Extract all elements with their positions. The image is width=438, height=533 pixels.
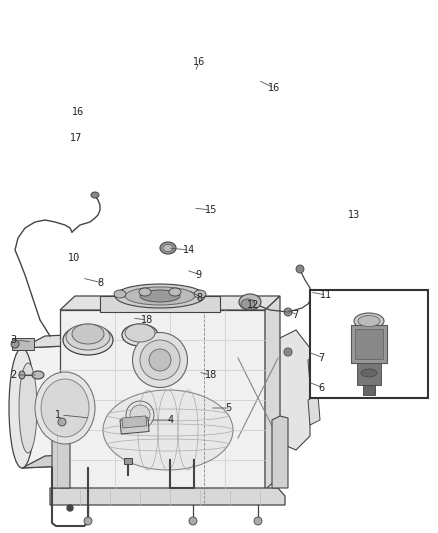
Ellipse shape bbox=[32, 371, 44, 379]
Ellipse shape bbox=[361, 369, 377, 377]
Polygon shape bbox=[52, 416, 70, 488]
Bar bbox=[357, 363, 381, 385]
Ellipse shape bbox=[163, 245, 173, 252]
Text: 6: 6 bbox=[318, 383, 324, 393]
Ellipse shape bbox=[133, 333, 187, 387]
Text: 7: 7 bbox=[292, 310, 298, 320]
Text: 1: 1 bbox=[55, 410, 61, 420]
Bar bbox=[310, 290, 428, 398]
Ellipse shape bbox=[11, 340, 19, 348]
Text: 5: 5 bbox=[225, 403, 231, 413]
Polygon shape bbox=[22, 448, 218, 468]
Ellipse shape bbox=[122, 324, 158, 346]
Text: 9: 9 bbox=[195, 270, 201, 280]
Circle shape bbox=[316, 366, 324, 374]
Bar bbox=[355, 329, 383, 359]
Circle shape bbox=[296, 265, 304, 273]
Ellipse shape bbox=[160, 242, 176, 254]
Text: 8: 8 bbox=[196, 293, 202, 303]
Text: 8: 8 bbox=[97, 278, 103, 288]
Ellipse shape bbox=[241, 299, 255, 309]
Circle shape bbox=[67, 505, 73, 511]
Text: 2: 2 bbox=[10, 370, 16, 380]
Circle shape bbox=[286, 310, 290, 314]
Ellipse shape bbox=[125, 287, 195, 305]
Ellipse shape bbox=[169, 288, 181, 296]
Ellipse shape bbox=[239, 294, 261, 310]
Ellipse shape bbox=[35, 372, 95, 444]
Circle shape bbox=[58, 418, 66, 426]
Text: 4: 4 bbox=[168, 415, 174, 425]
Text: 17: 17 bbox=[70, 133, 82, 143]
Polygon shape bbox=[308, 395, 320, 425]
Polygon shape bbox=[195, 328, 218, 460]
Text: 16: 16 bbox=[268, 83, 280, 93]
Polygon shape bbox=[308, 355, 320, 385]
Ellipse shape bbox=[125, 324, 155, 342]
Bar bbox=[12, 338, 34, 350]
Ellipse shape bbox=[140, 290, 180, 302]
Bar bbox=[351, 325, 387, 363]
Ellipse shape bbox=[126, 401, 154, 429]
Circle shape bbox=[284, 348, 292, 356]
Circle shape bbox=[254, 517, 262, 525]
Circle shape bbox=[189, 517, 197, 525]
Circle shape bbox=[84, 517, 92, 525]
Polygon shape bbox=[232, 340, 282, 452]
Text: 14: 14 bbox=[183, 245, 195, 255]
Text: 12: 12 bbox=[247, 300, 259, 310]
Polygon shape bbox=[22, 328, 218, 348]
Text: 16: 16 bbox=[72, 107, 84, 117]
Text: 15: 15 bbox=[205, 205, 217, 215]
Ellipse shape bbox=[139, 288, 151, 296]
Polygon shape bbox=[22, 340, 195, 468]
Polygon shape bbox=[100, 296, 220, 312]
Ellipse shape bbox=[66, 324, 110, 350]
Ellipse shape bbox=[114, 290, 126, 298]
Circle shape bbox=[286, 350, 290, 354]
Ellipse shape bbox=[130, 405, 150, 425]
Polygon shape bbox=[268, 330, 310, 450]
Ellipse shape bbox=[19, 363, 37, 453]
Text: 18: 18 bbox=[141, 315, 153, 325]
Polygon shape bbox=[265, 296, 280, 490]
Ellipse shape bbox=[72, 324, 104, 344]
Polygon shape bbox=[272, 416, 288, 488]
Ellipse shape bbox=[63, 325, 113, 355]
Ellipse shape bbox=[140, 340, 180, 380]
Text: 18: 18 bbox=[205, 370, 217, 380]
Ellipse shape bbox=[354, 313, 384, 329]
Polygon shape bbox=[60, 310, 265, 490]
Ellipse shape bbox=[115, 284, 205, 308]
Text: 7: 7 bbox=[318, 353, 324, 363]
Ellipse shape bbox=[91, 192, 99, 198]
Circle shape bbox=[318, 368, 322, 372]
Circle shape bbox=[284, 308, 292, 316]
Text: 16: 16 bbox=[193, 57, 205, 67]
Ellipse shape bbox=[41, 379, 89, 437]
Bar bbox=[124, 458, 132, 464]
Ellipse shape bbox=[194, 290, 206, 298]
Ellipse shape bbox=[9, 348, 35, 468]
Bar bbox=[363, 385, 375, 395]
Ellipse shape bbox=[19, 371, 25, 379]
Text: 3: 3 bbox=[10, 335, 16, 345]
Bar bbox=[120, 417, 149, 434]
Text: 10: 10 bbox=[68, 253, 80, 263]
Polygon shape bbox=[60, 296, 280, 310]
Text: 13: 13 bbox=[348, 210, 360, 220]
Ellipse shape bbox=[103, 390, 233, 470]
Text: 11: 11 bbox=[320, 290, 332, 300]
Ellipse shape bbox=[358, 316, 380, 327]
Polygon shape bbox=[50, 488, 285, 505]
Ellipse shape bbox=[149, 349, 171, 371]
Bar bbox=[122, 416, 147, 428]
